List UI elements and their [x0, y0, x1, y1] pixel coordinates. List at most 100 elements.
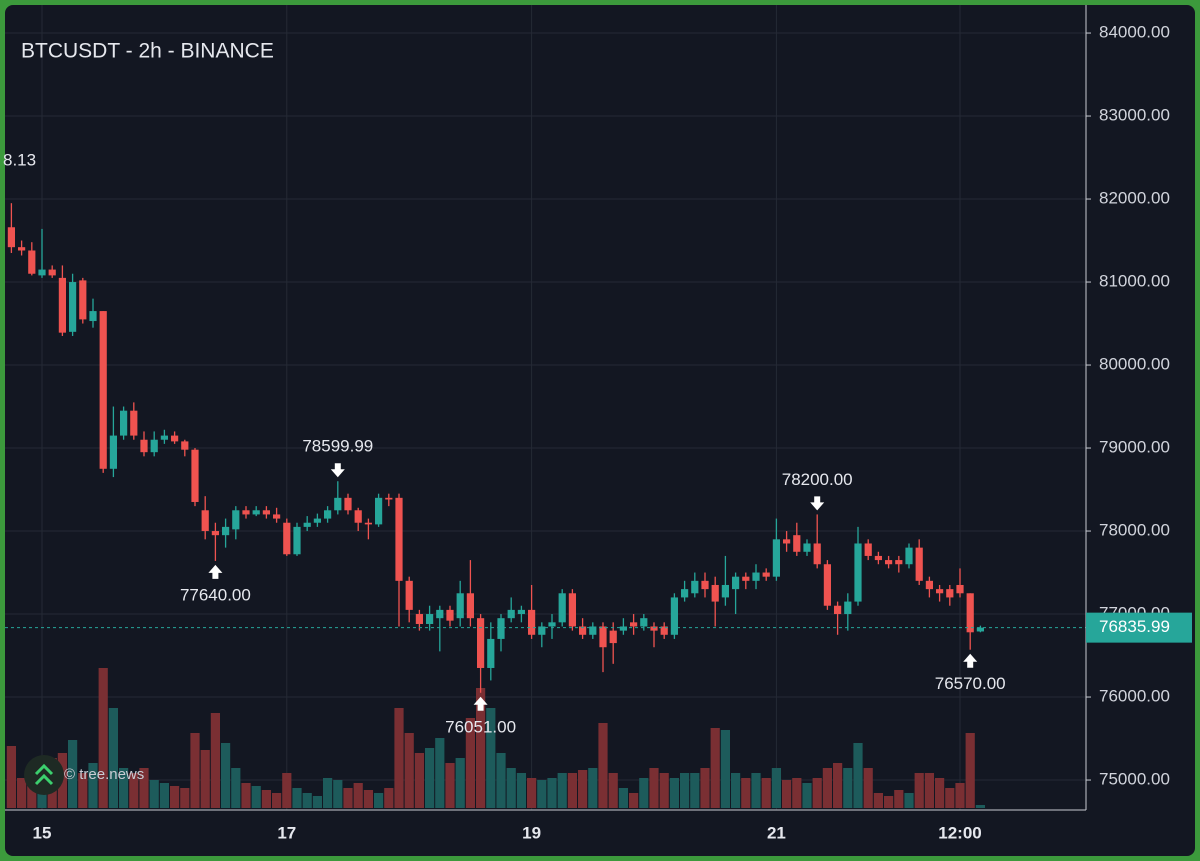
volume-bar: [78, 773, 88, 808]
volume-bar: [873, 793, 883, 808]
volume-bar: [363, 790, 373, 808]
candle-body: [283, 522, 291, 555]
candle-body: [120, 410, 128, 436]
volume-bar: [221, 743, 231, 808]
grid: [5, 5, 1086, 810]
candle-body: [211, 531, 219, 536]
volume-bar: [139, 768, 149, 808]
candle-body: [273, 514, 281, 519]
candle-body: [762, 572, 770, 577]
volume-bar: [190, 733, 200, 808]
arrow: [208, 564, 223, 579]
volume-bar: [506, 768, 516, 808]
volume-bar: [149, 780, 159, 808]
low-annotation: 76570.00: [935, 674, 1006, 693]
volume-bar: [618, 788, 628, 808]
candle-body: [670, 597, 678, 635]
volume-bar: [853, 743, 863, 808]
candle-body: [681, 589, 689, 598]
volume-bar: [251, 786, 261, 808]
plot: 78599.99 78200.00 77640.00 76051.00 76570.00: [5, 203, 1086, 736]
candle-body: [538, 626, 546, 635]
candle-body: [589, 626, 597, 635]
candle-body: [517, 609, 525, 615]
candle-body: [181, 441, 189, 450]
volume-bar: [527, 778, 537, 808]
volume-bar: [210, 713, 220, 808]
volume-bar: [761, 778, 771, 808]
volume-bar: [159, 783, 169, 808]
volume-bar: [231, 768, 241, 808]
candle-body: [885, 560, 893, 565]
candle-body: [548, 622, 556, 627]
candle-body: [171, 435, 179, 442]
candle-body: [834, 605, 842, 615]
x-tick-label: 15: [33, 823, 52, 842]
candle-body: [99, 311, 107, 469]
candle-body: [477, 618, 485, 668]
volume-bar: [914, 773, 924, 808]
y-tick-label: 84000.00: [1099, 23, 1170, 42]
candle-body: [691, 580, 699, 594]
volume-bar: [578, 770, 588, 808]
y-tick-label: 79000.00: [1099, 438, 1170, 457]
candle-body: [58, 277, 66, 333]
volume-bar: [924, 773, 934, 808]
candle-body: [262, 510, 270, 515]
volume-bar: [312, 796, 322, 808]
candle-body: [232, 510, 240, 530]
candle-body: [48, 269, 56, 276]
candle-body: [507, 609, 515, 619]
volume-bar: [394, 708, 404, 808]
volume-bar: [414, 753, 424, 808]
volume-bar: [353, 783, 363, 808]
candle-body: [79, 280, 87, 320]
volume-bar: [884, 796, 894, 808]
volume-bar: [486, 708, 496, 808]
volume-bar: [170, 786, 180, 808]
candle-body: [568, 593, 576, 627]
volume-bar: [516, 773, 526, 808]
candle-body: [69, 282, 77, 332]
volume-bar: [6, 746, 16, 808]
candle-body: [813, 543, 821, 565]
watermark-icon-chevrons: [34, 763, 54, 786]
volume-bar: [241, 783, 251, 808]
volume-bar: [751, 773, 761, 808]
volume-bar: [455, 758, 465, 808]
volume-bar: [68, 740, 78, 808]
volume-bar: [629, 793, 639, 808]
candle-body: [293, 526, 301, 555]
volume-bar: [180, 788, 190, 808]
candle-body: [38, 269, 46, 276]
low-annotation: 76051.00: [445, 717, 516, 736]
candle-body: [630, 622, 638, 627]
candle-body: [222, 526, 230, 536]
candle-body: [956, 584, 964, 594]
candle-body: [854, 543, 862, 602]
volume-bar: [965, 733, 975, 808]
chart-title: BTCUSDT - 2h - BINANCE: [21, 40, 274, 63]
volume-bar: [343, 788, 353, 808]
volume-bar: [272, 793, 282, 808]
candle-body: [109, 435, 117, 469]
candle-body: [823, 564, 831, 606]
volume-bar: [904, 793, 914, 808]
last-price-box: [1086, 612, 1192, 643]
volume-bar: [741, 778, 751, 808]
last-price-label: 76835.99: [1099, 617, 1170, 636]
candle-body: [28, 250, 36, 274]
candle-body: [497, 618, 505, 639]
candle-body: [660, 626, 668, 635]
candle-body: [191, 449, 199, 502]
candle-body: [456, 593, 464, 619]
arrow: [810, 496, 825, 511]
candle-body: [528, 609, 536, 635]
y-tick-label: 83000.00: [1099, 106, 1170, 125]
volume-bar: [792, 778, 802, 808]
volume-bar: [323, 778, 333, 808]
candle-body: [375, 497, 383, 525]
candle-body: [313, 518, 321, 523]
